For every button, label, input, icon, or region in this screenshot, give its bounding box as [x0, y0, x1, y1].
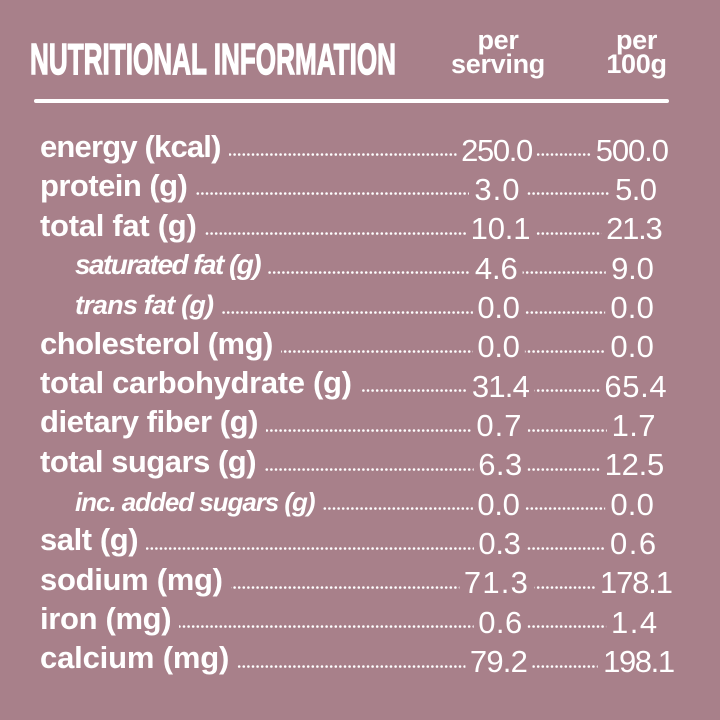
svg-text:NUTRITIONAL INFORMATION: NUTRITIONAL INFORMATION [30, 35, 396, 84]
